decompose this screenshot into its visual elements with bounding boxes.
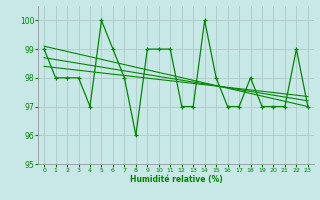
- X-axis label: Humidité relative (%): Humidité relative (%): [130, 175, 222, 184]
